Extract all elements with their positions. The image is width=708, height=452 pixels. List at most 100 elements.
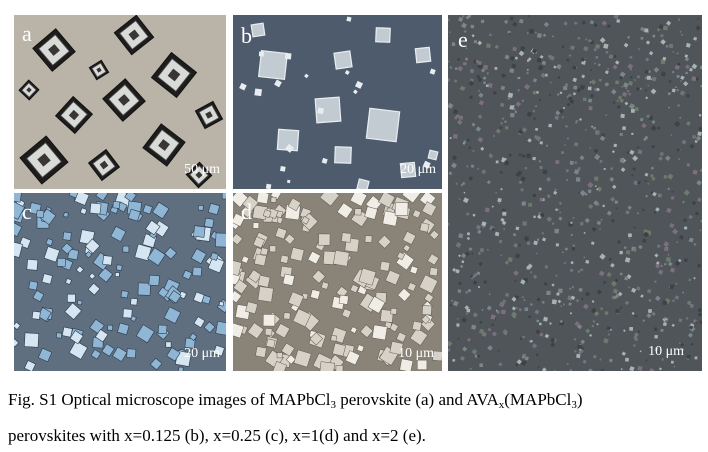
speckle-e: [641, 122, 647, 129]
speckle-e: [613, 295, 618, 300]
crystal-a-core: [195, 171, 203, 179]
crystal-c: [137, 282, 151, 296]
speckle-e: [532, 117, 536, 121]
speckle-e: [462, 181, 466, 186]
speckle-e: [689, 67, 693, 72]
speckle-e: [505, 126, 509, 130]
speckle-e: [481, 308, 484, 311]
crystal-c: [190, 248, 207, 265]
speckle-e: [581, 20, 586, 25]
speckle-e: [547, 54, 552, 59]
speckle-e: [536, 319, 540, 323]
speckle-e: [588, 368, 593, 371]
speckle-e: [542, 33, 547, 38]
crystal-c: [14, 193, 22, 203]
speckle-e: [558, 201, 563, 205]
speckle-e: [676, 89, 679, 92]
crystal-c: [122, 308, 133, 319]
crystal-d: [333, 250, 350, 267]
speckle-e: [477, 229, 482, 234]
speckle-e: [585, 328, 591, 334]
speckle-e: [647, 182, 650, 185]
speckle-e: [624, 86, 628, 90]
speckle-e: [466, 308, 471, 313]
crystal-b-small: [344, 70, 350, 75]
scale-bar-label-c: 20 μm: [184, 346, 220, 361]
speckle-e: [575, 119, 579, 123]
speckle-e: [555, 274, 558, 277]
speckle-e: [670, 134, 673, 137]
crystal-c: [147, 247, 166, 266]
speckle-e: [502, 211, 507, 216]
crystal-c: [117, 322, 130, 336]
speckle-e: [524, 166, 528, 170]
speckle-e: [526, 59, 530, 62]
speckle-e: [669, 222, 675, 229]
crystal-d: [272, 360, 288, 371]
crystal-c: [215, 320, 226, 336]
speckle-e: [495, 160, 499, 164]
panel-label-e: e: [458, 27, 468, 52]
crystal-c: [77, 300, 83, 306]
crystal-c: [163, 306, 182, 324]
speckle-e: [582, 359, 587, 364]
speckle-e: [532, 193, 537, 198]
speckle-e: [633, 226, 636, 229]
crystal-d: [254, 253, 267, 267]
caption-1-part-d: ): [576, 390, 583, 409]
speckle-e: [636, 146, 640, 149]
crystal-d: [419, 193, 437, 208]
speckle-e: [471, 252, 474, 255]
speckle-e: [594, 153, 601, 161]
speckle-e: [493, 91, 497, 95]
crystal-c: [67, 248, 80, 261]
speckle-e: [512, 233, 517, 237]
speckle-e: [511, 296, 517, 302]
crystal-c: [168, 290, 182, 304]
crystal-d: [401, 193, 422, 204]
speckle-e: [470, 277, 474, 280]
speckle-e: [604, 70, 609, 75]
crystal-c: [43, 246, 61, 263]
speckle-e: [548, 123, 552, 128]
crystal-d: [233, 212, 246, 227]
speckle-e: [647, 308, 653, 314]
speckle-e: [662, 56, 667, 61]
speckle-e: [664, 262, 667, 266]
crystal-d: [260, 247, 269, 256]
speckle-e: [587, 86, 592, 91]
crystal-d: [319, 361, 335, 371]
speckle-e: [592, 320, 596, 323]
crystal-b-small: [254, 88, 263, 97]
speckle-e: [612, 64, 618, 70]
speckle-e: [572, 217, 575, 219]
speckle-e: [500, 254, 503, 257]
speckle-e: [477, 354, 480, 358]
speckle-e: [663, 25, 668, 31]
speckle-e: [642, 319, 646, 323]
speckle-e: [489, 345, 493, 348]
speckle-e: [521, 127, 528, 133]
micrograph-panel-e: e 10 μm: [448, 15, 702, 371]
speckle-e: [501, 309, 506, 315]
speckle-e: [585, 259, 590, 264]
crystal-b-small: [353, 89, 358, 95]
crystal-c: [126, 348, 137, 359]
speckle-e: [472, 149, 475, 152]
crystal-d: [284, 233, 296, 245]
crystal-b-small: [346, 16, 352, 22]
speckle-e: [610, 262, 615, 268]
micrograph-image-a: [14, 15, 226, 189]
speckle-e: [567, 93, 572, 98]
speckle-e: [455, 114, 460, 119]
speckle-e: [546, 290, 551, 296]
speckle-e: [670, 196, 675, 200]
speckle-e: [615, 308, 620, 314]
speckle-e: [509, 55, 515, 61]
speckle-e: [459, 264, 464, 269]
speckle-e: [596, 220, 602, 226]
speckle-e: [671, 323, 675, 328]
speckle-e: [466, 165, 469, 168]
caption-1-part-c: (MAPbCl: [504, 390, 572, 409]
speckle-e: [632, 344, 636, 348]
